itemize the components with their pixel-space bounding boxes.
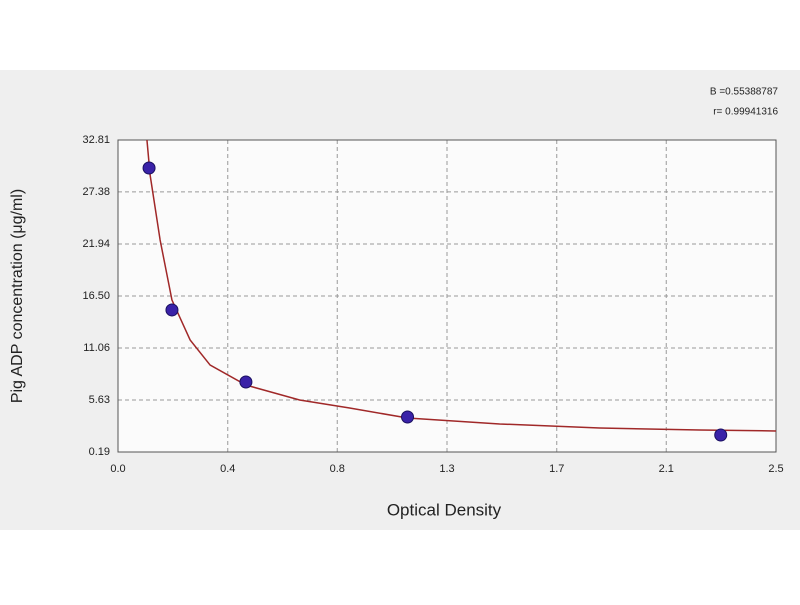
plot-frame xyxy=(117,139,777,453)
data-point xyxy=(401,410,415,424)
data-point xyxy=(239,375,253,389)
y-axis-label: Pig ADP concentration (μg/ml) xyxy=(9,189,26,403)
y-tick-label: 11.06 xyxy=(83,342,110,354)
y-tick-label: 21.94 xyxy=(82,238,110,250)
x-tick-label: 2.5 xyxy=(768,463,783,475)
data-point xyxy=(165,303,179,317)
x-tick-label: 1.3 xyxy=(439,463,454,475)
y-tick-label: 27.38 xyxy=(82,186,110,198)
x-tick-label: 2.1 xyxy=(659,463,674,475)
x-tick-label: 0.0 xyxy=(110,463,125,475)
fit-curve xyxy=(146,139,777,432)
annotation: B =0.55388787 xyxy=(710,87,779,98)
data-point xyxy=(142,161,156,175)
y-tick-label: 16.50 xyxy=(82,290,110,302)
x-axis-label: Optical Density xyxy=(387,500,502,519)
y-tick-label: 0.19 xyxy=(89,446,110,458)
y-tick-label: 5.63 xyxy=(89,394,110,406)
data-point xyxy=(714,428,728,442)
x-tick-label: 0.8 xyxy=(330,463,345,475)
x-tick-label: 0.4 xyxy=(220,463,235,475)
x-tick-label: 1.7 xyxy=(549,463,564,475)
y-tick-label: 32.81 xyxy=(82,134,110,146)
annotation: r= 0.99941316 xyxy=(713,107,778,118)
